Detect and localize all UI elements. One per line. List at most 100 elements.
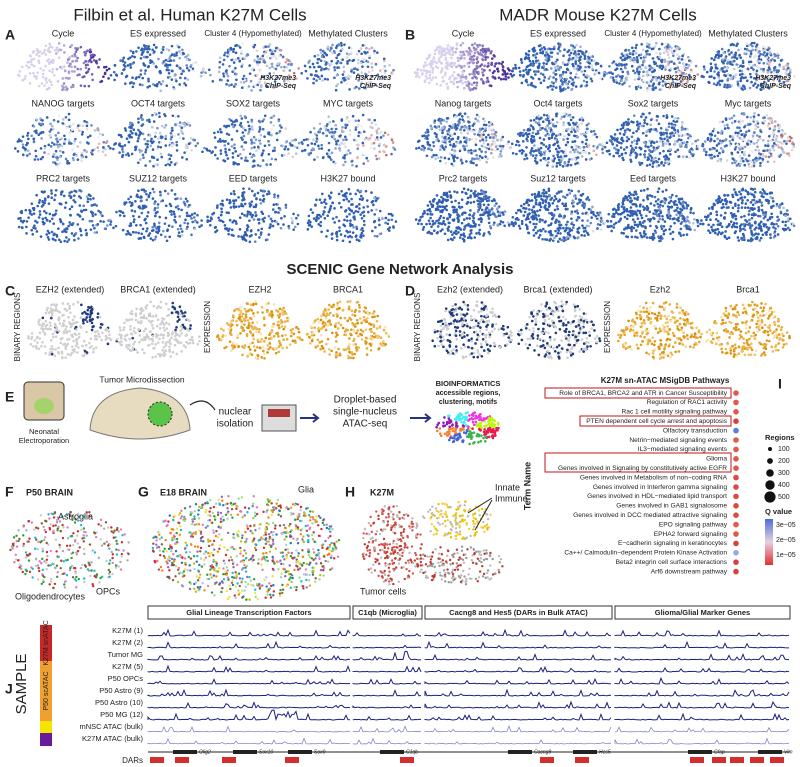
cell-dot	[154, 226, 157, 229]
cell-dot	[618, 154, 621, 158]
cell-dot	[167, 71, 171, 75]
cell-dot	[677, 55, 681, 59]
cell-dot	[80, 133, 84, 136]
cell-dot	[118, 209, 121, 213]
cell-dot	[273, 49, 277, 53]
cell-dot	[426, 57, 429, 61]
cell-dot	[295, 216, 298, 220]
cell-dot	[441, 139, 444, 143]
cell-dot	[69, 213, 72, 217]
cell-dot	[461, 118, 464, 121]
cell-dot	[253, 145, 256, 149]
cell-dot	[253, 194, 256, 197]
cell-dot	[752, 142, 756, 145]
cell-dot	[150, 125, 154, 129]
cell-dot	[137, 75, 141, 79]
cell-dot	[355, 52, 359, 56]
cell-dot	[53, 213, 56, 217]
cell-dot	[129, 66, 133, 69]
cell-dot	[186, 78, 190, 81]
cell-dot	[758, 60, 762, 63]
cell-dot	[321, 213, 325, 216]
cell-dot	[131, 51, 135, 55]
cell-dot	[542, 113, 546, 117]
cell-dot	[778, 63, 781, 66]
cell-dot	[440, 67, 444, 70]
cell-dot	[61, 230, 64, 234]
cell-dot	[157, 80, 161, 84]
cell-dot	[243, 202, 247, 206]
cell-dot	[482, 117, 485, 121]
cell-dot	[77, 73, 81, 76]
cell-dot	[337, 192, 341, 196]
cell-dot	[467, 46, 471, 50]
cell-dot	[49, 80, 53, 84]
cell-dot	[580, 84, 583, 88]
cell-dot	[459, 131, 463, 135]
cell-dot	[353, 215, 356, 219]
cell-dot	[276, 194, 280, 198]
cell-dot	[291, 155, 295, 159]
cell-dot	[249, 138, 253, 142]
cell-dot	[428, 70, 432, 74]
embedding-plot	[510, 42, 606, 93]
cell-dot	[128, 200, 132, 204]
cell-dot	[493, 149, 497, 152]
cell-dot	[90, 219, 94, 223]
cell-dot	[213, 226, 217, 229]
cell-dot	[369, 146, 373, 150]
cell-dot	[566, 63, 569, 66]
cell-dot	[686, 66, 689, 70]
cell-dot	[542, 64, 545, 68]
cell-dot	[481, 49, 485, 52]
cell-dot	[436, 137, 440, 141]
cell-dot	[557, 158, 561, 162]
cell-dot	[525, 53, 528, 56]
cell-dot	[53, 143, 56, 146]
cell-dot	[173, 212, 176, 216]
cell-dot	[53, 232, 56, 236]
cell-dot	[375, 208, 378, 211]
cell-dot	[356, 210, 360, 214]
cell-dot	[251, 213, 255, 217]
cell-dot	[350, 70, 353, 73]
cell-dot	[569, 51, 573, 55]
cell-dot	[541, 51, 545, 55]
cell-dot	[47, 195, 50, 198]
cell-dot	[493, 64, 497, 68]
cell-dot	[472, 58, 475, 61]
cell-dot	[745, 79, 749, 83]
cell-dot	[194, 61, 198, 64]
cell-dot	[477, 115, 481, 118]
cell-dot	[573, 134, 576, 138]
cell-dot	[280, 154, 284, 157]
cell-dot	[341, 125, 344, 129]
cell-dot	[507, 76, 510, 79]
cell-dot	[650, 159, 653, 162]
cell-dot	[72, 153, 76, 157]
cell-dot	[649, 74, 653, 77]
cell-dot	[677, 138, 681, 141]
cell-dot	[244, 156, 248, 159]
cell-dot	[661, 64, 664, 68]
cell-dot	[270, 62, 274, 66]
cell-dot	[164, 144, 168, 147]
cell-dot	[130, 152, 134, 156]
cell-dot	[754, 123, 757, 127]
cell-dot	[41, 75, 45, 79]
cell-dot	[339, 233, 343, 236]
cell-dot	[629, 59, 632, 63]
cell-dot	[47, 143, 51, 147]
cell-dot	[461, 41, 465, 45]
cell-dot	[507, 140, 510, 144]
cell-dot	[174, 220, 178, 224]
cell-dot	[232, 68, 236, 72]
cell-dot	[247, 130, 251, 133]
cell-dot	[674, 63, 678, 67]
cell-dot	[54, 238, 57, 242]
cell-dot	[314, 69, 318, 73]
cell-dot	[527, 57, 530, 61]
cell-dot	[30, 63, 33, 66]
cell-dot	[192, 216, 196, 219]
cell-dot	[351, 163, 354, 167]
